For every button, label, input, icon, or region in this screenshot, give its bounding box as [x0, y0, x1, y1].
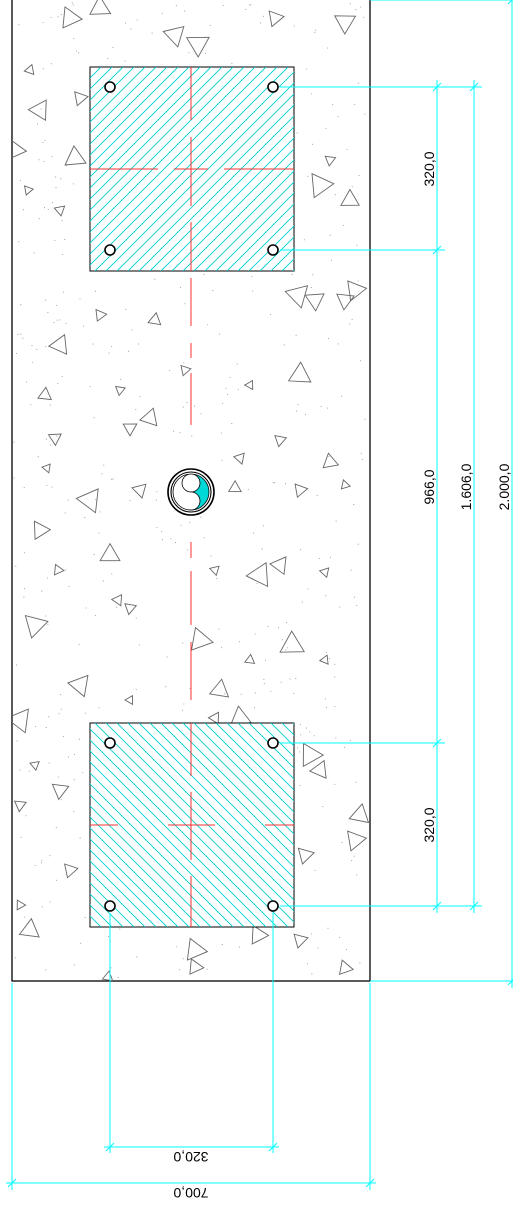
- bolt-hole: [104, 900, 116, 912]
- bolt-hole: [267, 244, 279, 256]
- dim-plate-gap: 966,0: [421, 469, 437, 504]
- center-pipe: [167, 468, 215, 516]
- dim-top-plate-spacing: 320,0: [421, 151, 437, 186]
- top-anchor-plate: [89, 66, 295, 272]
- bolt-hole: [267, 900, 279, 912]
- bolt-hole: [104, 81, 116, 93]
- dim-total-width: 700,0: [173, 1185, 208, 1201]
- dim-total-length: 2.000,0: [496, 463, 512, 510]
- vertical-dimensions: [280, 0, 513, 988]
- dimension-labels: 320,0 966,0 1.606,0 2.000,0 320,0 320,0 …: [173, 151, 512, 1201]
- dim-bottom-bolt-width: 320,0: [173, 1149, 208, 1165]
- bolt-hole: [267, 737, 279, 749]
- concrete-aggregates: [12, 0, 370, 981]
- bottom-anchor-plate: [89, 722, 295, 928]
- horizontal-dimensions: [6, 913, 376, 1190]
- bolt-hole: [267, 81, 279, 93]
- bolt-hole: [104, 737, 116, 749]
- concrete-stipple: [13, 2, 366, 979]
- dim-bottom-plate-spacing: 320,0: [421, 807, 437, 842]
- bolt-hole: [104, 244, 116, 256]
- dim-outer-bolt-span: 1.606,0: [458, 463, 474, 510]
- top-plate-center-marks: [90, 67, 294, 271]
- bottom-plate-center-marks: [90, 723, 294, 927]
